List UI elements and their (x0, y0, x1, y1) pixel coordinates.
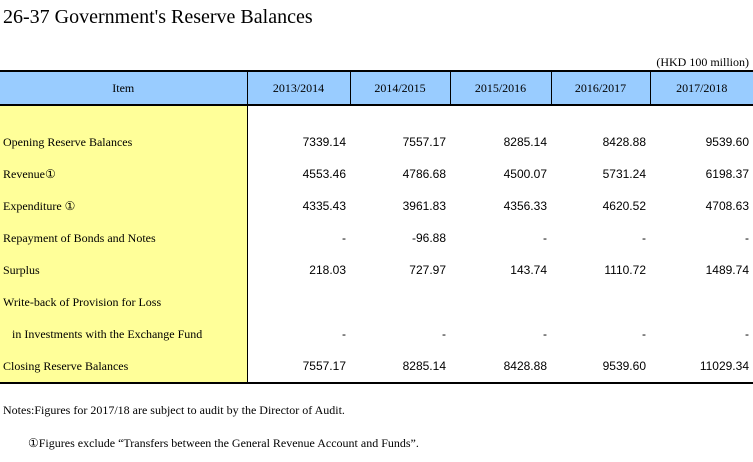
table-cell: 4620.52 (602, 199, 646, 213)
table-cell: - (745, 231, 749, 245)
row-label: Repayment of Bonds and Notes (0, 222, 248, 254)
table-cell (350, 286, 450, 318)
footnote: ①Figures exclude “Transfers between the … (28, 436, 419, 450)
table-cell: 3961.83 (402, 199, 446, 213)
table-row: Revenue① 4553.46 4786.68 4500.07 5731.24… (0, 158, 753, 190)
row-label: Revenue① (0, 158, 248, 190)
table-row: Repayment of Bonds and Notes - -96.88 - … (0, 222, 753, 254)
table-cell: 7339.14 (302, 135, 346, 149)
table-cell: - (642, 231, 646, 245)
reserve-balances-table-container: Item 2013/2014 2014/2015 2015/2016 2016/… (0, 70, 753, 385)
table-cell: - (342, 231, 346, 245)
table-cell: 218.03 (309, 263, 346, 277)
table-row: Surplus 218.03 727.97 143.74 1110.72 148… (0, 254, 753, 286)
table-cell: - (543, 231, 547, 245)
table-cell (551, 286, 650, 318)
table-row: Expenditure ① 4335.43 3961.83 4356.33 46… (0, 190, 753, 222)
table-cell: 8428.88 (450, 350, 551, 384)
column-header-item: Item (0, 70, 247, 106)
column-header-year: 2017/2018 (649, 70, 753, 106)
table-cell: - (543, 327, 547, 341)
header-row: Item 2013/2014 2014/2015 2015/2016 2016/… (0, 70, 753, 106)
row-label: Closing Reserve Balances (0, 350, 248, 384)
spacer-row (0, 105, 753, 126)
row-label: Opening Reserve Balances (0, 126, 248, 158)
row-label: in Investments with the Exchange Fund (0, 318, 248, 350)
row-label: Expenditure ① (0, 190, 248, 222)
table-cell: 143.74 (510, 263, 547, 277)
table-cell: 727.97 (409, 263, 446, 277)
row-label: Write-back of Provision for Loss (0, 286, 248, 318)
reserve-balances-table: Item 2013/2014 2014/2015 2015/2016 2016/… (0, 70, 753, 384)
table-cell: 11029.34 (650, 350, 753, 384)
audit-note: Notes:Figures for 2017/18 are subject to… (3, 403, 345, 417)
table-cell: 9539.60 (705, 135, 749, 149)
table-cell: 4335.43 (302, 199, 346, 213)
table-cell: - (745, 327, 749, 341)
table-cell: - (342, 327, 346, 341)
column-header-year: 2015/2016 (449, 70, 551, 106)
table-cell: 4553.46 (302, 167, 346, 181)
column-header-year: 2016/2017 (550, 70, 650, 106)
table-row: in Investments with the Exchange Fund - … (0, 318, 753, 350)
table-cell: 5731.24 (602, 167, 646, 181)
table-cell: 4500.07 (503, 167, 547, 181)
table-cell (247, 286, 350, 318)
table-cell: 4786.68 (402, 167, 446, 181)
table-cell: 6198.37 (705, 167, 749, 181)
table-cell: - (442, 327, 446, 341)
table-cell: - (642, 327, 646, 341)
table-cell (450, 286, 551, 318)
table-cell: 4708.63 (705, 199, 749, 213)
table-cell: 8285.14 (350, 350, 450, 384)
column-header-year: 2014/2015 (349, 70, 450, 106)
table-cell: 4356.33 (503, 199, 547, 213)
table-cell: 7557.17 (402, 135, 446, 149)
table-cell: 1489.74 (705, 263, 749, 277)
table-cell: 7557.17 (247, 350, 350, 384)
unit-label: (HKD 100 million) (656, 55, 749, 69)
table-cell (650, 286, 753, 318)
row-label: Surplus (0, 254, 248, 286)
page-title: 26-37 Government's Reserve Balances (3, 6, 313, 28)
table-cell: -96.88 (411, 231, 446, 245)
table-cell: 8285.14 (503, 135, 547, 149)
table-row: Closing Reserve Balances 7557.17 8285.14… (0, 350, 753, 384)
table-cell: 8428.88 (602, 135, 646, 149)
table-cell: 1110.72 (604, 263, 646, 277)
table-row: Opening Reserve Balances 7339.14 7557.17… (0, 126, 753, 158)
table-row: Write-back of Provision for Loss (0, 286, 753, 318)
column-header-year: 2013/2014 (246, 70, 350, 106)
table-cell: 9539.60 (551, 350, 650, 384)
